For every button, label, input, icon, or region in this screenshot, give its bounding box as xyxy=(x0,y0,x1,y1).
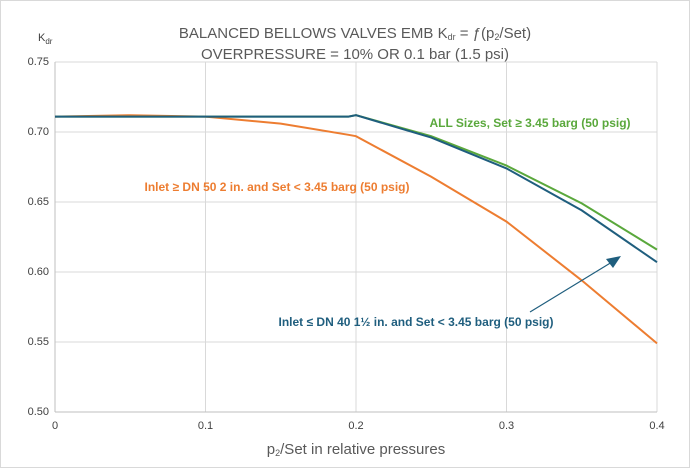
annotation-arrow xyxy=(529,261,613,313)
y-tick-label: 0.60 xyxy=(28,266,49,278)
x-tick-label: 0.3 xyxy=(499,420,514,432)
x-axis-label: p2/Set in relative pressures xyxy=(267,441,445,458)
x-tick-label: 0.4 xyxy=(649,420,664,432)
x-tick-label: 0.2 xyxy=(348,420,363,432)
series-line xyxy=(55,114,658,264)
chart-title: BALANCED BELLOWS VALVES EMB Kdr = ƒ(p2/S… xyxy=(179,25,531,42)
arrow-head xyxy=(606,256,621,268)
y-tick-label: 0.65 xyxy=(28,196,49,208)
y-tick-label: 0.70 xyxy=(28,126,49,138)
series-label: Inlet ≤ DN 40 1½ in. and Set < 3.45 barg… xyxy=(278,315,553,329)
series-label: ALL Sizes, Set ≥ 3.45 barg (50 psig) xyxy=(429,116,630,130)
y-tick-label: 0.55 xyxy=(28,336,49,348)
y-tick-label: 0.75 xyxy=(28,56,49,68)
series-label: Inlet ≥ DN 50 2 in. and Set < 3.45 barg … xyxy=(145,180,410,194)
chart-subtitle: OVERPRESSURE = 10% OR 0.1 bar (1.5 psi) xyxy=(201,46,509,63)
y-tick-label: 0.50 xyxy=(28,406,49,418)
x-tick-label: 0 xyxy=(52,420,58,432)
y-axis-label: Kdr xyxy=(38,32,53,46)
x-tick-label: 0.1 xyxy=(198,420,213,432)
